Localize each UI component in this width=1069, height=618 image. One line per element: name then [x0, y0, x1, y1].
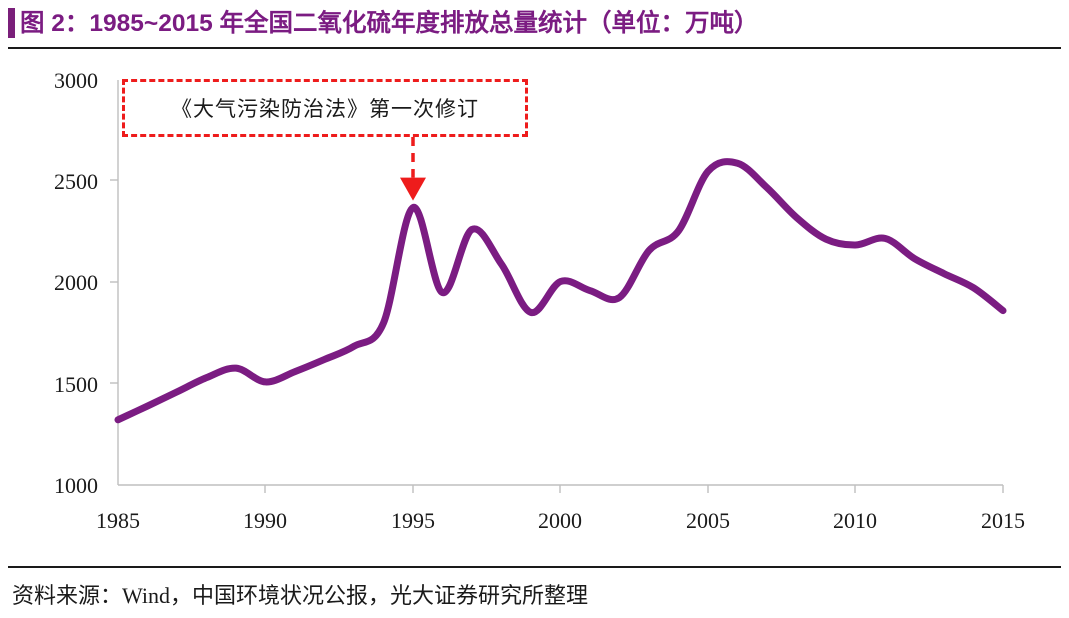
title-accent-bar: [8, 8, 15, 38]
y-tick-label: 1500: [54, 372, 98, 397]
y-tick-label: 2000: [54, 270, 98, 295]
chart-header: 图 2：1985~2015 年全国二氧化硫年度排放总量统计（单位：万吨）: [0, 0, 1069, 52]
x-tick-label: 2000: [538, 508, 582, 533]
data-series-line: [114, 158, 1007, 424]
x-tick-label: 2005: [686, 508, 730, 533]
footer-divider: [8, 566, 1061, 568]
header-divider: [8, 47, 1061, 49]
line-chart-svg: 3000 2500 2000 1500 1000 1985 1990 1995 …: [54, 68, 1025, 533]
x-tick-label: 2010: [833, 508, 877, 533]
y-tick-label: 1000: [54, 473, 98, 498]
x-tick-label: 1985: [96, 508, 140, 533]
x-tick-label: 1995: [391, 508, 435, 533]
x-axis-ticks: [264, 485, 1004, 493]
y-tick-label: 3000: [54, 68, 98, 93]
x-tick-label: 1990: [243, 508, 287, 533]
y-tick-label: 2500: [54, 169, 98, 194]
source-note: 资料来源：Wind，中国环境状况公报，光大证券研究所整理: [12, 583, 588, 608]
chart-plot-area: 3000 2500 2000 1500 1000 1985 1990 1995 …: [0, 52, 1069, 552]
x-axis-tick-labels: 1985 1990 1995 2000 2005 2010 2015: [96, 508, 1025, 533]
page-title: 图 2：1985~2015 年全国二氧化硫年度排放总量统计（单位：万吨）: [20, 10, 759, 37]
annotation-label: 《大气污染防治法》第一次修订: [171, 97, 479, 121]
y-axis-tick-labels: 3000 2500 2000 1500 1000: [54, 68, 98, 498]
x-tick-label: 2015: [981, 508, 1025, 533]
y-axis-ticks: [110, 179, 118, 384]
annotation-arrow: [400, 137, 426, 201]
annotation-callout-box: 《大气污染防治法》第一次修订: [122, 79, 528, 137]
